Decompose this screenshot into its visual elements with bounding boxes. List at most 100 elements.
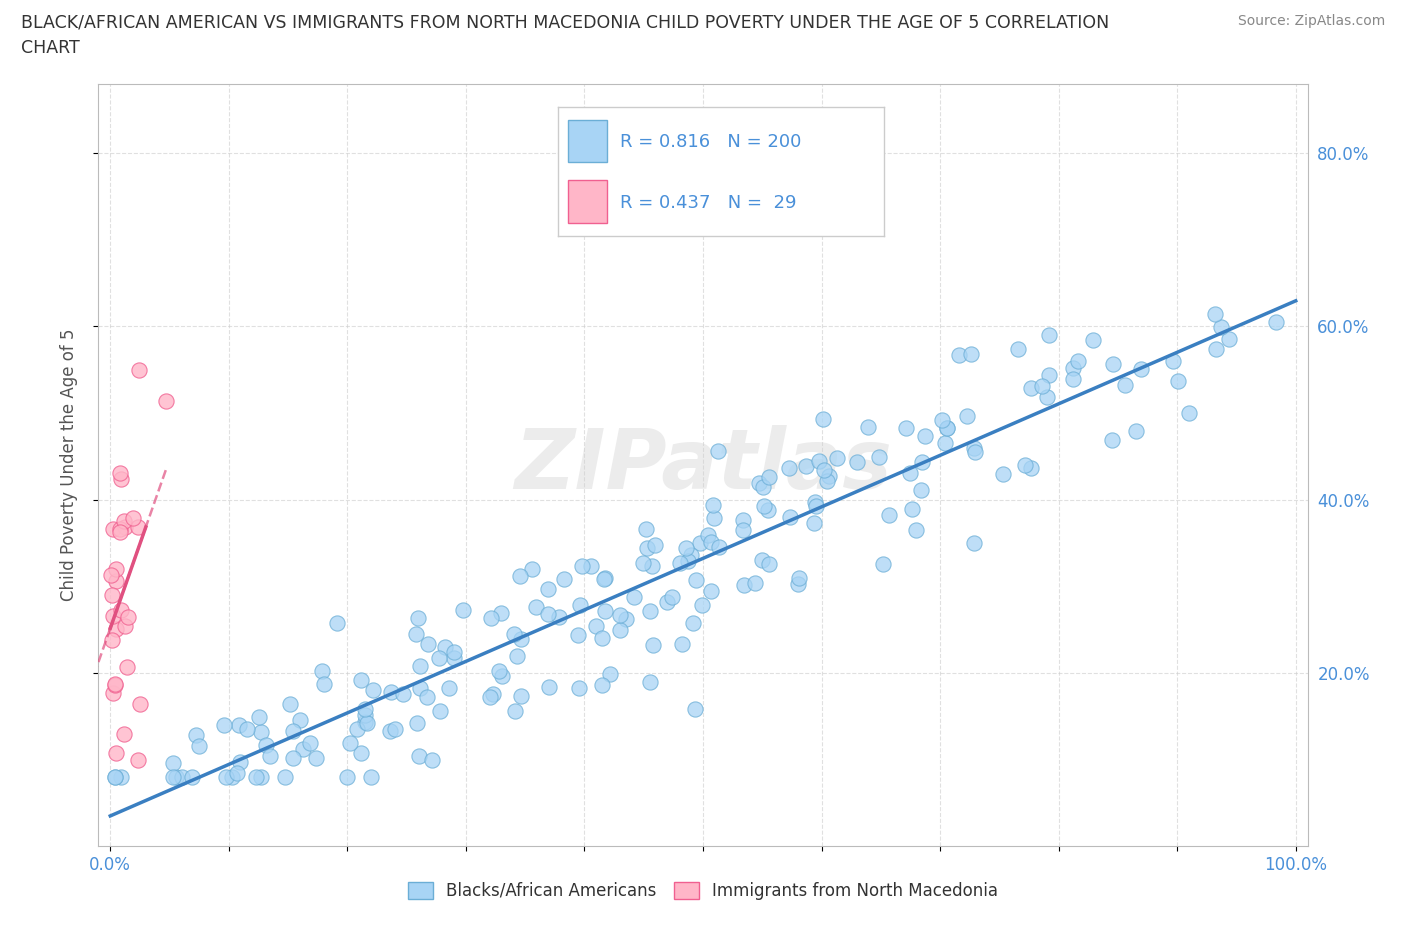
Point <box>112 513 135 528</box>
Point <box>453 603 475 618</box>
Point <box>247 710 270 724</box>
Point <box>681 547 703 562</box>
Point <box>1007 341 1029 356</box>
Point <box>482 686 505 701</box>
Point <box>593 604 616 618</box>
Point <box>682 616 704 631</box>
Point <box>1038 327 1060 342</box>
Point <box>948 348 970 363</box>
Point <box>787 577 810 591</box>
Point <box>623 590 645 604</box>
Point <box>128 362 150 378</box>
Point <box>104 621 127 636</box>
Point <box>110 769 132 784</box>
Point <box>754 498 776 513</box>
Point <box>254 737 277 752</box>
Point <box>115 659 138 674</box>
Point <box>537 582 560 597</box>
Point <box>696 527 718 542</box>
Point <box>103 522 125 537</box>
Point <box>690 597 713 612</box>
Point <box>571 558 593 573</box>
Point <box>803 515 825 530</box>
Point <box>122 511 145 525</box>
Point <box>281 751 304 765</box>
Point <box>689 536 711 551</box>
Legend: Blacks/African Americans, Immigrants from North Macedonia: Blacks/African Americans, Immigrants fro… <box>402 875 1004 907</box>
Point <box>443 644 465 659</box>
Point <box>641 559 664 574</box>
Point <box>488 663 510 678</box>
Point <box>311 664 333 679</box>
Point <box>811 412 834 427</box>
Point <box>567 628 589 643</box>
Point <box>429 703 451 718</box>
Text: ZIPatlas: ZIPatlas <box>515 424 891 506</box>
Point <box>128 697 150 711</box>
Point <box>215 769 238 784</box>
Point <box>609 623 631 638</box>
Point <box>815 473 838 488</box>
Point <box>911 455 934 470</box>
Point <box>250 769 273 784</box>
Point <box>671 636 693 651</box>
Point <box>250 724 273 739</box>
Point <box>709 539 731 554</box>
Point <box>416 636 439 651</box>
Point <box>614 611 637 626</box>
Point <box>104 678 127 693</box>
Point <box>894 420 917 435</box>
Point <box>406 611 429 626</box>
Point <box>936 421 959 436</box>
Point <box>361 683 384 698</box>
Point <box>104 769 127 784</box>
Point <box>380 684 402 699</box>
Point <box>804 495 827 510</box>
Point <box>963 441 986 456</box>
Point <box>114 618 136 633</box>
Point <box>676 553 699 568</box>
Point <box>700 535 723 550</box>
Point <box>354 715 377 730</box>
Point <box>491 669 513 684</box>
Point <box>1081 332 1104 347</box>
Point <box>1019 380 1042 395</box>
Point <box>807 454 830 469</box>
Point <box>510 688 533 703</box>
Point <box>405 627 427 642</box>
Point <box>422 753 444 768</box>
Point <box>103 685 125 700</box>
Point <box>326 616 349 631</box>
Point <box>101 588 124 603</box>
Point <box>378 724 401 738</box>
Point <box>114 519 136 534</box>
Point <box>935 420 957 435</box>
Point <box>221 769 243 784</box>
Point <box>748 476 770 491</box>
Point <box>931 413 953 428</box>
Point <box>110 603 132 618</box>
Point <box>1101 356 1123 371</box>
Point <box>506 648 529 663</box>
Point <box>339 736 361 751</box>
Point <box>433 640 456 655</box>
Point <box>599 667 621 682</box>
Point <box>787 571 810 586</box>
Point <box>991 467 1014 482</box>
Point <box>898 465 921 480</box>
Point <box>633 555 655 570</box>
Point <box>155 393 177 408</box>
Point <box>509 568 531 583</box>
Point <box>104 745 127 760</box>
Point <box>568 598 591 613</box>
Text: CHART: CHART <box>21 39 80 57</box>
Point <box>1218 332 1240 347</box>
Point <box>112 726 135 741</box>
Point <box>429 650 451 665</box>
Point <box>593 571 616 586</box>
Point <box>172 769 194 784</box>
Point <box>298 736 321 751</box>
Point <box>180 769 202 784</box>
Point <box>416 689 439 704</box>
Point <box>758 470 780 485</box>
